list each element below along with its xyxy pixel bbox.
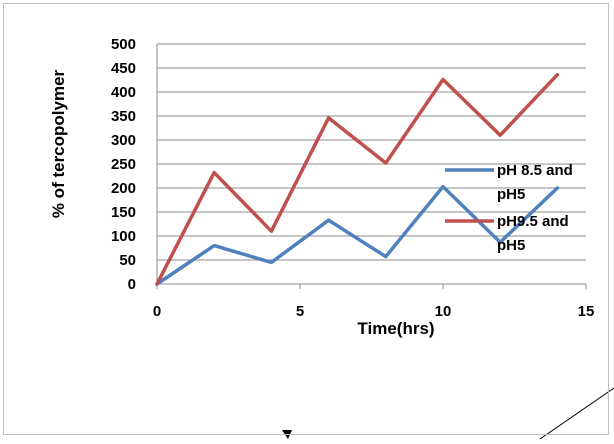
chart-frame: [3, 3, 609, 435]
